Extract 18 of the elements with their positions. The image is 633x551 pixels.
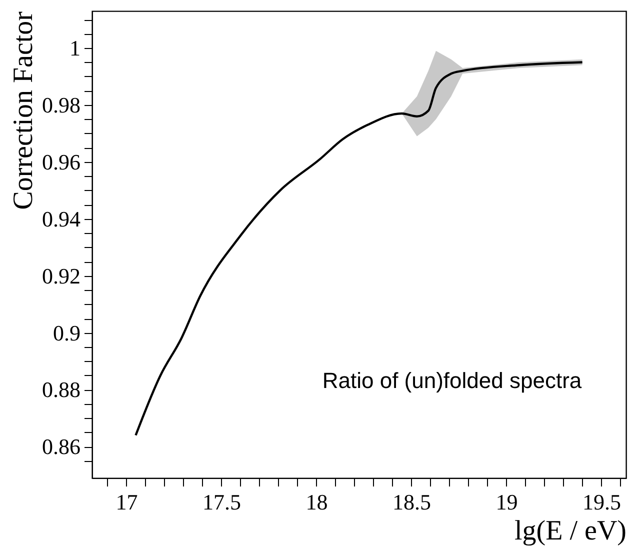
x-tick-label: 19.5	[582, 490, 622, 514]
x-tick-label: 19	[496, 490, 518, 514]
x-tick-label: 18	[306, 490, 328, 514]
y-tick-label: 0.98	[42, 92, 80, 118]
annotation: Ratio of (un)folded spectra	[322, 368, 582, 393]
y-tick-label: 0.88	[42, 377, 80, 402]
y-tick-label: 0.96	[42, 149, 80, 174]
y-axis-title: Correction Factor	[8, 10, 39, 210]
y-tick-label: 0.94	[42, 206, 80, 232]
x-axis-title: lg(E / eV)	[514, 516, 626, 546]
y-tick-label: 0.9	[53, 320, 80, 346]
y-tick-label: 0.92	[42, 263, 80, 288]
x-tick-label: 17	[116, 490, 138, 514]
line-series	[134, 61, 584, 436]
x-tick-label: 18.5	[392, 490, 432, 514]
x-tick-label: 17.5	[202, 490, 241, 514]
y-tick-label: 1	[70, 36, 80, 61]
y-tick-label: 0.86	[42, 434, 80, 460]
